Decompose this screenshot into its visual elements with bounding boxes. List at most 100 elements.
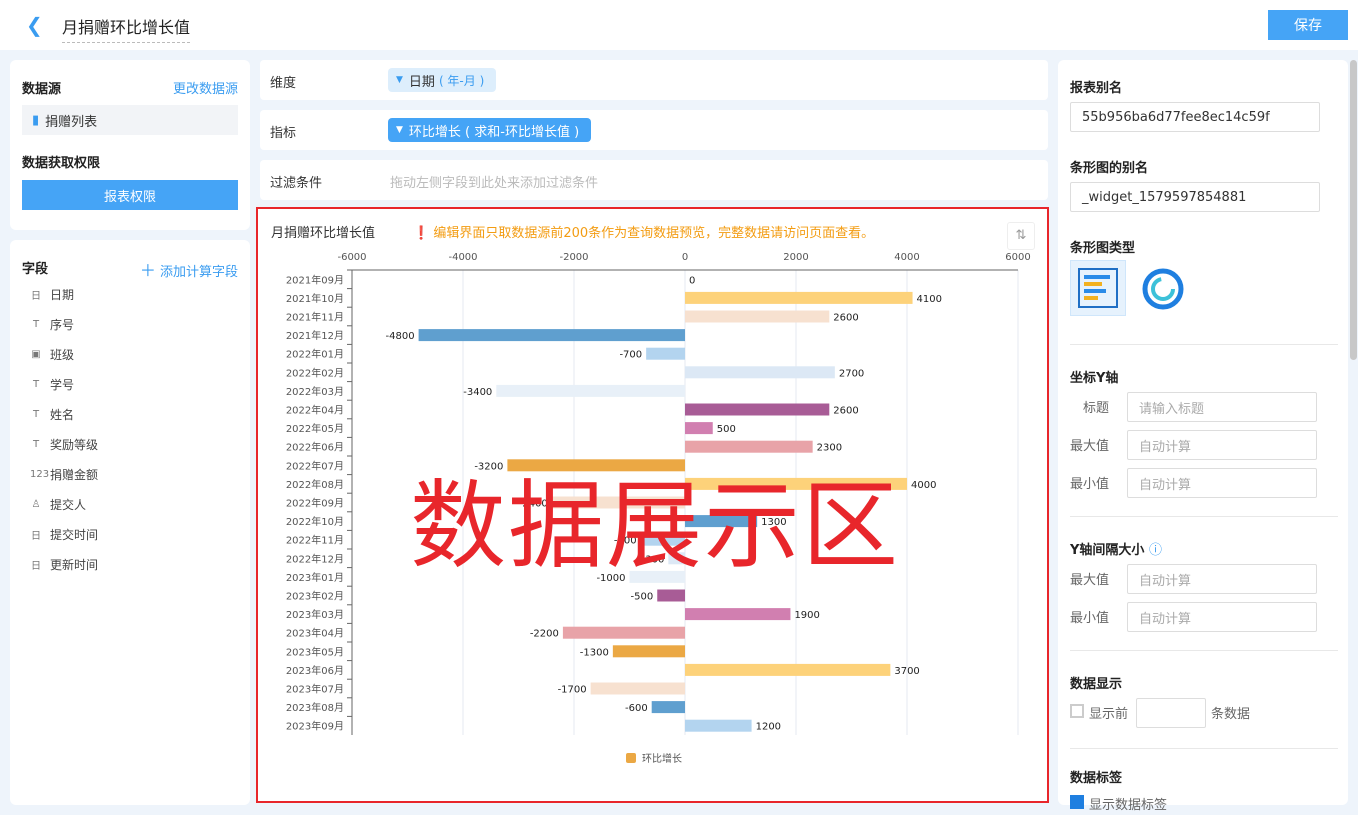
- dimension-sub: ( 年-月 ): [438, 73, 485, 88]
- x-tick-label: 0: [682, 252, 688, 263]
- data-label: 1300: [761, 517, 786, 528]
- data-label: -800: [614, 536, 637, 547]
- bar: [496, 384, 685, 397]
- rows-suffix-label: 条数据: [1211, 707, 1251, 722]
- field-name: 奖励等级: [50, 437, 99, 452]
- field-item[interactable]: 日日期: [30, 279, 98, 309]
- add-calc-field-link[interactable]: ＋ 添加计算字段: [140, 257, 238, 281]
- show-first-count-input[interactable]: [1136, 698, 1206, 728]
- bar: [651, 701, 685, 714]
- filter-row[interactable]: 过滤条件 拖动左侧字段到此处来添加过滤条件: [260, 160, 1048, 200]
- y-tick-label: 2023年09月: [286, 720, 344, 733]
- report-permission-button[interactable]: 报表权限: [22, 180, 238, 210]
- y-title-input[interactable]: 请输入标题: [1127, 392, 1317, 422]
- y-tick-label: 2022年04月: [286, 404, 344, 417]
- interval-max-label: 最大值: [1070, 573, 1110, 588]
- y-tick-label: 2023年02月: [286, 590, 344, 603]
- y-tick-label: 2023年05月: [286, 645, 344, 658]
- interval-max-input[interactable]: 自动计算: [1127, 564, 1317, 594]
- bar-alias-input[interactable]: _widget_1579597854881: [1070, 182, 1320, 212]
- report-alias-input[interactable]: 55b956ba6d77fee8ec14c59f: [1070, 102, 1320, 132]
- y-min-input[interactable]: 自动计算: [1127, 468, 1317, 498]
- interval-min-input[interactable]: 自动计算: [1127, 602, 1317, 632]
- filter-placeholder: 拖动左侧字段到此处来添加过滤条件: [390, 176, 599, 191]
- x-tick-label: 2000: [783, 252, 808, 263]
- data-label: 2700: [839, 368, 864, 379]
- field-item[interactable]: 123 捐赠金额: [30, 459, 98, 489]
- change-datasource-link[interactable]: 更改数据源: [172, 82, 238, 97]
- bar: [507, 459, 685, 472]
- x-tick-label: 6000: [1005, 252, 1030, 263]
- back-chevron-left-icon[interactable]: ❮: [26, 13, 43, 37]
- field-type-icon: T: [32, 318, 40, 330]
- help-icon[interactable]: ⓘ: [1148, 543, 1162, 558]
- dimension-pill[interactable]: ▼ 日期( 年-月 ): [388, 68, 497, 92]
- y-axis-label: 坐标Y轴: [1070, 371, 1119, 386]
- report-title[interactable]: 月捐赠环比增长值: [62, 14, 191, 43]
- sort-icon[interactable]: ⇅: [1007, 222, 1035, 250]
- field-item[interactable]: 日更新时间: [30, 549, 98, 579]
- bar: [685, 719, 752, 732]
- data-label: -1300: [580, 647, 609, 658]
- datasource-label: 数据源: [22, 82, 62, 97]
- data-label: 500: [717, 424, 736, 435]
- bar-type-radial-icon[interactable]: [1140, 266, 1186, 316]
- datasource-table[interactable]: ▮ 捐赠列表: [22, 105, 238, 135]
- field-item[interactable]: ▣ 班级: [30, 339, 98, 369]
- y-tick-label: 2022年09月: [286, 497, 344, 510]
- data-label: 3700: [894, 666, 919, 677]
- bar: [685, 366, 835, 379]
- field-item[interactable]: ♙ 提交人: [30, 489, 98, 519]
- field-item[interactable]: T 奖励等级: [30, 429, 98, 459]
- filter-label: 过滤条件: [270, 176, 323, 191]
- data-tag-label: 数据标签: [1070, 771, 1123, 786]
- field-type-icon: ♙: [31, 498, 41, 510]
- field-name: 更新时间: [50, 557, 99, 572]
- bar: [685, 291, 913, 304]
- datasource-table-name: 捐赠列表: [45, 114, 98, 130]
- caret-down-icon: ▼: [396, 125, 403, 135]
- y-max-input[interactable]: 自动计算: [1127, 430, 1317, 460]
- y-interval-label: Y轴间隔大小 ⓘ: [1070, 539, 1162, 558]
- y-tick-label: 2022年01月: [286, 348, 344, 361]
- data-label: -1000: [596, 573, 625, 584]
- show-tag-checkbox[interactable]: [1070, 795, 1084, 809]
- bar-type-horizontal-icon[interactable]: [1070, 260, 1126, 316]
- y-tick-label: 2023年04月: [286, 627, 344, 640]
- warning-text: 编辑界面只取数据源前200条作为查询数据预览，完整数据请访问页面查看。: [433, 226, 875, 241]
- bar: [685, 515, 758, 528]
- data-label: -2200: [530, 629, 559, 640]
- field-item[interactable]: 日提交时间: [30, 519, 98, 549]
- fields-panel: 字段 ＋ 添加计算字段 日日期 T 序号 ▣ 班级 T 学号 T 姓名 T 奖励等级 123 捐赠金额 ♙…: [10, 240, 250, 805]
- bar: [562, 626, 685, 639]
- metric-pill[interactable]: ▼ 环比增长 ( 求和-环比增长值 ): [388, 118, 592, 142]
- y-tick-label: 2021年10月: [286, 292, 344, 305]
- field-item[interactable]: T 姓名: [30, 399, 98, 429]
- field-name: 班级: [50, 347, 75, 362]
- data-label: -3400: [463, 387, 492, 398]
- y-interval-text: Y轴间隔大小: [1070, 543, 1145, 558]
- data-label: 2600: [833, 406, 858, 417]
- add-calc-field-label: 添加计算字段: [159, 265, 238, 280]
- dimension-label: 维度: [270, 76, 297, 91]
- field-item[interactable]: T 学号: [30, 369, 98, 399]
- field-type-icon: ▣: [31, 348, 41, 360]
- show-first-checkbox[interactable]: [1070, 704, 1084, 718]
- save-button[interactable]: 保存: [1268, 10, 1348, 40]
- bar: [612, 645, 685, 658]
- y-tick-label: 2021年09月: [286, 273, 344, 286]
- datasource-panel: 数据源 更改数据源 ▮ 捐赠列表 数据获取权限 报表权限: [10, 60, 250, 230]
- document-icon: ▮: [32, 112, 40, 128]
- divider: [1070, 650, 1338, 651]
- settings-panel: [1058, 60, 1348, 805]
- display-area-overlay: 数据展示区: [410, 470, 900, 582]
- metric-label: 指标: [270, 126, 297, 141]
- bar-type-label: 条形图类型: [1070, 241, 1136, 256]
- settings-scrollbar[interactable]: [1350, 60, 1357, 360]
- y-title-label: 标题: [1083, 401, 1110, 416]
- y-tick-label: 2023年07月: [286, 683, 344, 696]
- bar: [640, 533, 685, 546]
- caret-down-icon: ▼: [396, 75, 403, 85]
- field-item[interactable]: T 序号: [30, 309, 98, 339]
- data-label: 1200: [756, 722, 781, 733]
